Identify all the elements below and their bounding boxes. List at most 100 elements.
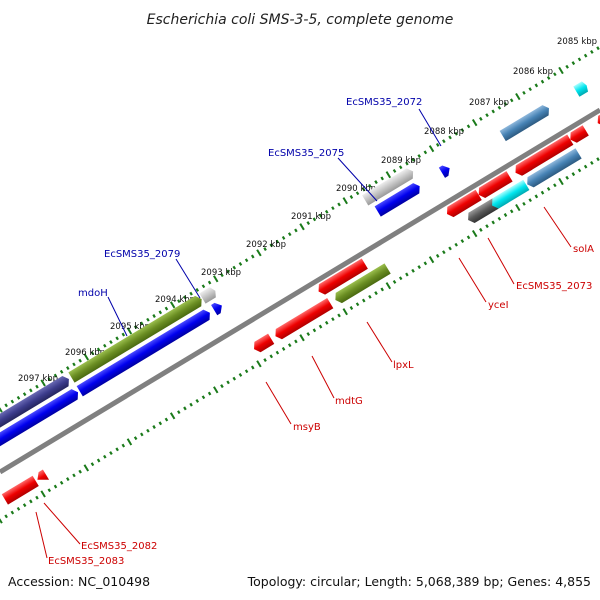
tick-label: 2089 kbp [381, 156, 421, 166]
gene-arrow[interactable] [76, 308, 213, 397]
gene-label[interactable]: lpxL [393, 360, 414, 371]
gene-arrow[interactable] [438, 163, 453, 178]
gene-arrow[interactable] [374, 181, 423, 217]
minor-tick [90, 351, 95, 356]
minor-tick [250, 254, 255, 259]
minor-tick [287, 232, 292, 237]
minor-tick [497, 105, 502, 110]
gene-label[interactable]: mdoH [78, 288, 108, 299]
minor-tick [571, 61, 576, 66]
minor-tick [546, 76, 551, 80]
minor-tick [4, 403, 8, 408]
minor-tick [177, 410, 181, 415]
gene-label[interactable]: EcSMS35_2072 [346, 97, 422, 108]
gene-arrow[interactable] [315, 258, 368, 296]
minor-tick [47, 377, 52, 382]
gene-mdoH-arrow[interactable] [68, 294, 204, 383]
minor-tick [103, 343, 107, 348]
minor-tick [411, 268, 415, 273]
topology-text: Topology: circular; Length: 5,068,389 bp… [247, 574, 591, 589]
minor-tick [66, 477, 70, 482]
minor-tick [72, 362, 76, 367]
gene-arrow[interactable] [513, 134, 574, 178]
minor-tick [491, 109, 495, 114]
minor-tick [392, 169, 397, 173]
minor-tick [59, 480, 64, 485]
minor-tick [220, 273, 224, 278]
gene-EcSMS35_2073-arrow[interactable] [489, 179, 530, 211]
minor-tick [22, 392, 27, 397]
gene-arrow[interactable] [1, 475, 39, 505]
minor-tick [374, 180, 378, 185]
major-tick [40, 379, 46, 387]
gene-label[interactable]: EcSMS35_2082 [81, 541, 157, 552]
minor-tick [503, 213, 508, 217]
gene-label[interactable]: EcSMS35_2079 [104, 249, 180, 260]
minor-tick [226, 380, 230, 385]
gene-label[interactable]: solA [573, 244, 594, 255]
minor-tick [553, 72, 557, 77]
minor-tick [349, 195, 354, 199]
minor-tick [183, 295, 187, 300]
forward-row-inner [0, 80, 589, 448]
gene-arrow[interactable] [0, 387, 81, 448]
minor-tick [485, 113, 489, 118]
minor-tick [534, 83, 539, 88]
major-tick [428, 256, 435, 264]
gene-label[interactable]: mdtG [335, 396, 363, 407]
gene-arrow[interactable] [444, 189, 482, 219]
tick-label: 2086 kbp [513, 67, 553, 77]
major-tick [428, 145, 435, 153]
gene-yceI-arrow[interactable] [465, 198, 499, 225]
minor-tick [460, 128, 465, 132]
minor-tick [368, 183, 372, 188]
gene-label[interactable]: yceI [488, 300, 509, 311]
gene-label[interactable]: EcSMS35_2075 [268, 148, 344, 159]
gene-arrow[interactable] [34, 469, 50, 484]
tick-label: 2095 kbp [110, 322, 150, 332]
gene-arrow[interactable] [499, 103, 552, 142]
gene-arrow[interactable] [476, 171, 513, 200]
gene-arrow[interactable] [362, 166, 416, 206]
major-tick [299, 334, 305, 342]
minor-tick [269, 354, 274, 359]
minor-tick [244, 258, 249, 263]
major-tick [515, 92, 521, 101]
minor-tick [121, 443, 126, 448]
minor-tick [269, 243, 274, 248]
gene-lpxL-arrow[interactable] [332, 263, 391, 305]
minor-tick [152, 425, 156, 429]
minor-tick [146, 317, 150, 322]
major-tick [169, 412, 176, 420]
minor-tick [380, 287, 384, 292]
gene-label[interactable]: EcSMS35_2073 [516, 281, 592, 292]
gene-arrow[interactable] [573, 80, 589, 97]
minor-tick [546, 187, 551, 191]
major-tick [256, 360, 262, 368]
minor-tick [109, 451, 113, 455]
gene-label[interactable]: EcSMS35_2083 [48, 556, 124, 567]
minor-tick [324, 320, 329, 325]
minor-tick [275, 350, 280, 355]
gene-arrow[interactable] [211, 300, 225, 316]
minor-tick [306, 332, 311, 336]
minor-tick [405, 272, 409, 277]
major-tick [213, 275, 219, 283]
minor-tick [540, 190, 545, 195]
gene-arrow[interactable] [251, 333, 275, 355]
gene-solA-arrow[interactable] [524, 148, 582, 189]
minor-tick [59, 369, 64, 374]
minor-tick [22, 503, 27, 508]
gene-arrow[interactable] [0, 374, 72, 435]
minor-tick [349, 306, 354, 310]
gene-arrow[interactable] [199, 286, 218, 304]
minor-tick [189, 291, 193, 296]
minor-tick [226, 269, 230, 274]
minor-tick [16, 506, 21, 511]
minor-tick [35, 495, 39, 500]
gene-arrow[interactable] [567, 125, 589, 145]
gene-mdtG-arrow[interactable] [272, 298, 334, 341]
gene-label[interactable]: msyB [293, 422, 321, 433]
tick-label: 2096 kbp [65, 348, 105, 358]
label-leader-lines [35, 108, 572, 559]
